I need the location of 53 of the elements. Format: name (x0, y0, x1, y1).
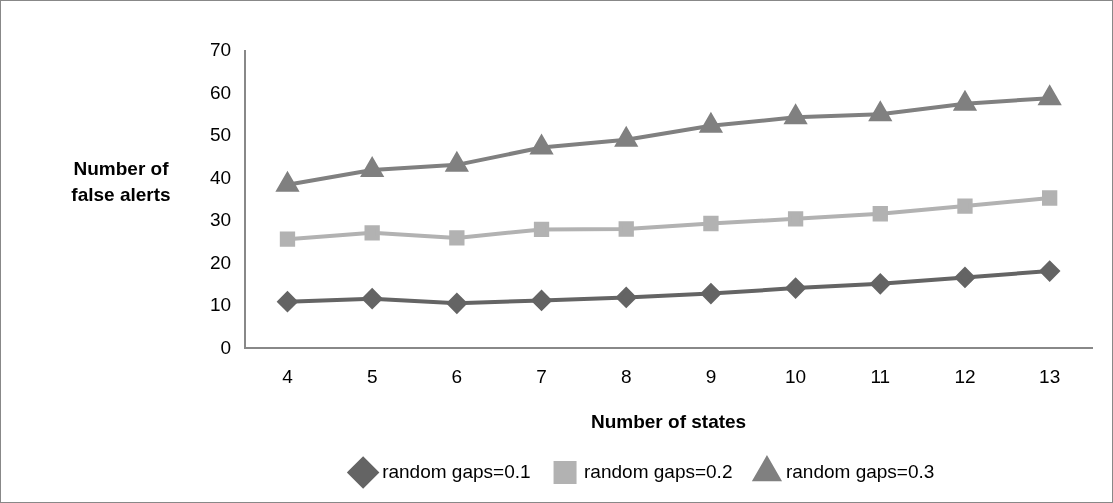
point (870, 273, 891, 294)
point (785, 278, 806, 299)
point (784, 105, 807, 125)
x-tick-label: 11 (870, 366, 891, 388)
point (533, 221, 550, 238)
x-tick-label: 12 (954, 366, 976, 388)
point (954, 91, 976, 111)
point (449, 230, 465, 246)
y-tick-label: 10 (209, 294, 232, 316)
point (531, 290, 552, 311)
legend-label: random gaps=0.3 (785, 460, 935, 482)
point (276, 172, 299, 192)
point (615, 127, 637, 147)
y-axis-title: Number of false alerts (70, 157, 172, 207)
point (1039, 86, 1061, 106)
x-tick-label: 6 (451, 366, 463, 388)
legend-label: random gaps=0.2 (584, 460, 733, 482)
x-tick-label: 10 (785, 366, 807, 388)
point (700, 113, 722, 133)
point (872, 206, 888, 222)
legend-label: random gaps=0.1 (382, 460, 531, 482)
y-tick-label: 0 (220, 336, 232, 358)
point (869, 102, 891, 122)
point (1039, 261, 1060, 282)
y-tick-label: 70 (209, 39, 232, 61)
y-tick-label: 60 (209, 81, 232, 103)
x-tick-label: 8 (620, 366, 632, 388)
x-tick-label: 13 (1039, 366, 1061, 388)
point (530, 135, 553, 155)
y-tick-label: 30 (209, 209, 232, 231)
point (277, 291, 298, 312)
x-axis-title: Number of states (590, 410, 747, 432)
point (364, 225, 380, 241)
point (700, 283, 721, 304)
point (618, 221, 634, 237)
point (1042, 190, 1058, 206)
y-tick-label: 50 (209, 124, 232, 146)
x-tick-label: 5 (366, 366, 378, 388)
x-tick-label: 4 (282, 366, 294, 388)
point (957, 198, 973, 214)
x-tick-label: 7 (536, 366, 547, 388)
y-tick-label: 40 (209, 166, 232, 188)
point (361, 157, 383, 177)
point (703, 215, 719, 232)
point (787, 211, 804, 227)
point (279, 231, 296, 247)
point (446, 293, 467, 314)
x-tick-label: 9 (705, 366, 717, 388)
y-tick-label: 20 (209, 251, 232, 273)
point (362, 288, 383, 309)
point (446, 152, 468, 172)
point (616, 287, 637, 308)
point (954, 267, 975, 288)
